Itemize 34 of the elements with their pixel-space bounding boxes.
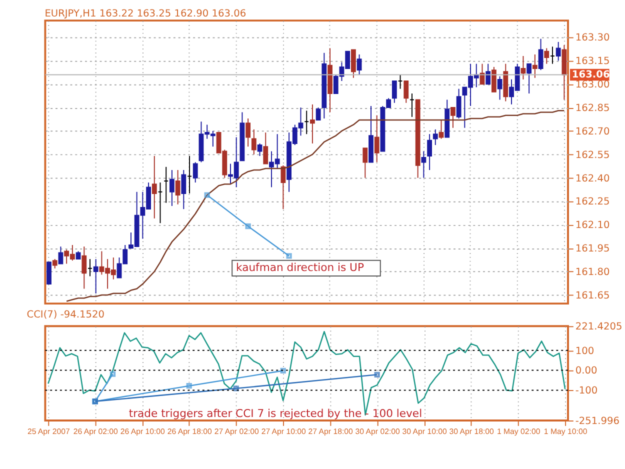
y-tick-label: 100 <box>575 346 594 357</box>
x-tick-label: 27 Apr 18:00 <box>308 426 354 436</box>
y-tick-label: 163.00 <box>575 80 610 91</box>
y-tick-label: 163.15 <box>575 56 610 68</box>
y-tick-label: 162.85 <box>575 102 610 114</box>
x-tick-label: 26 Apr 02:00 <box>73 426 119 436</box>
x-tick-label: 26 Apr 18:00 <box>167 426 213 436</box>
y-tick-label: 163.30 <box>575 32 610 44</box>
y-tick-label: 162.70 <box>575 126 610 138</box>
y-tick-label: -100 <box>575 386 598 397</box>
y-tick-label: 162.40 <box>575 173 610 184</box>
y-tick-label: 0.00 <box>575 366 598 377</box>
chart-title: EURJPY,H1 163.22 163.25 162.90 163.06 <box>44 8 246 20</box>
y-tick-label: 162.25 <box>575 196 610 208</box>
y-tick-label: 161.65 <box>575 290 610 302</box>
x-tick-label: 30 Apr 10:00 <box>402 426 448 436</box>
y-tick-label: -251.996 <box>575 416 620 427</box>
x-tick-label: 1 May 02:00 <box>496 426 541 436</box>
x-tick-label: 1 May 10:00 <box>544 426 588 436</box>
y-tick-label: 161.95 <box>575 244 610 255</box>
annotation: kaufman direction is UP <box>236 261 364 274</box>
x-tick-label: 30 Apr 02:00 <box>355 426 400 436</box>
y-tick-label: 162.10 <box>575 220 610 232</box>
x-tick-label: 26 Apr 10:00 <box>120 426 166 436</box>
x-tick-label: 27 Apr 02:00 <box>214 426 260 436</box>
x-tick-label: 27 Apr 10:00 <box>261 426 307 436</box>
x-tick-label: 30 Apr 18:00 <box>449 426 494 436</box>
ref-line-label: 163.06 <box>572 70 610 81</box>
y-tick-label: 162.55 <box>575 150 610 161</box>
chart-title: CCI(7) -94.1520 <box>26 309 104 320</box>
y-tick-label: 221.4205 <box>575 322 622 333</box>
y-tick-label: 161.80 <box>575 266 610 278</box>
x-tick-label: 25 Apr 2007 <box>27 426 70 436</box>
annotation: trade triggers after CCI 7 is rejected by the - 100 level <box>128 406 422 420</box>
